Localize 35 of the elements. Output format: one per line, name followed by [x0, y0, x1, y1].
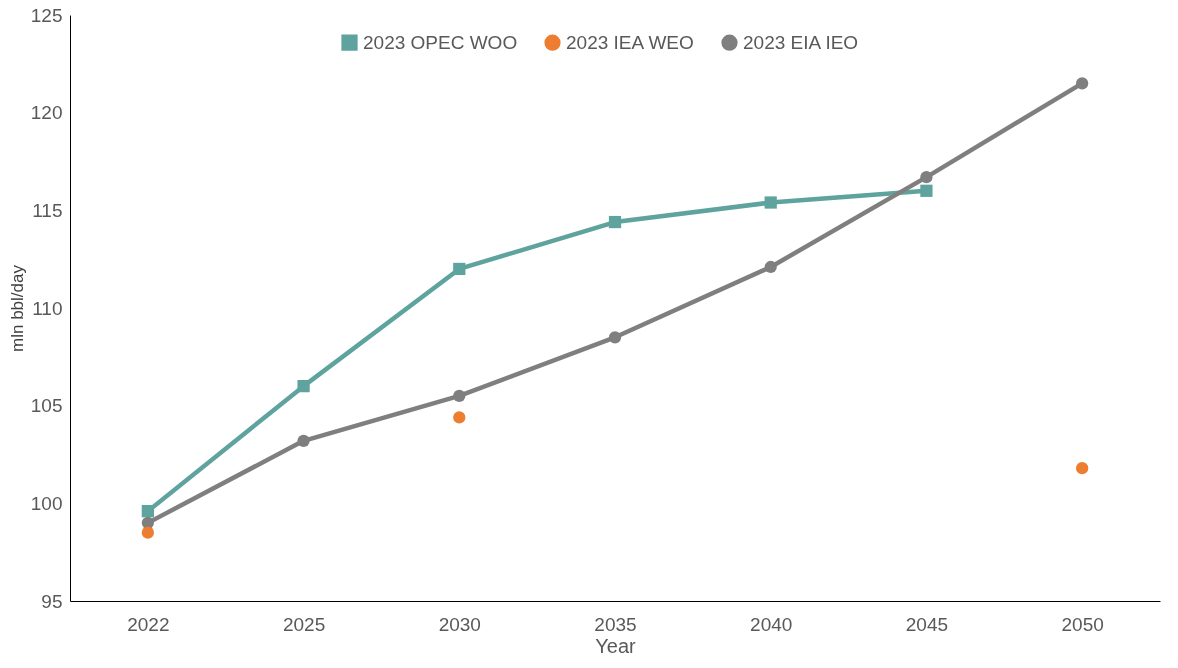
- point: [141, 516, 154, 529]
- x-axis-title: Year: [595, 634, 637, 657]
- x-tick-label: 2045: [905, 613, 949, 635]
- y-axis-title: mln bbl/day: [7, 264, 27, 352]
- x-tick-label: 2030: [438, 613, 481, 635]
- point: [608, 215, 622, 229]
- legend-label: 2023 OPEC WOO: [363, 31, 518, 53]
- point: [920, 184, 933, 197]
- point: [297, 380, 310, 393]
- x-tick-label: 2035: [594, 613, 637, 635]
- y-tick-label: 125: [30, 4, 63, 26]
- point: [297, 434, 310, 447]
- x-tick-label: 2050: [1061, 613, 1104, 635]
- point: [453, 389, 466, 403]
- point: [453, 262, 466, 276]
- y-tick-label: 115: [32, 199, 63, 221]
- point: [453, 411, 466, 424]
- point: [608, 331, 622, 344]
- point: [141, 505, 154, 518]
- point: [920, 171, 933, 184]
- x-tick-label: 2022: [127, 613, 170, 635]
- y-tick-label: 105: [30, 395, 63, 417]
- legend-label: 2023 IEA WEO: [566, 31, 694, 53]
- y-tick-label: 120: [30, 102, 63, 124]
- y-tick-label: 95: [41, 590, 63, 612]
- x-tick-label: 2040: [750, 613, 793, 635]
- x-tick-label: 2025: [282, 613, 326, 635]
- point: [764, 196, 777, 209]
- point: [764, 260, 777, 274]
- point: [141, 526, 154, 539]
- legend-label: 2023 EIA IEO: [743, 31, 859, 53]
- point: [1076, 462, 1089, 475]
- y-tick-label: 110: [32, 297, 63, 319]
- point: [1076, 77, 1089, 90]
- y-tick-label: 100: [30, 492, 63, 514]
